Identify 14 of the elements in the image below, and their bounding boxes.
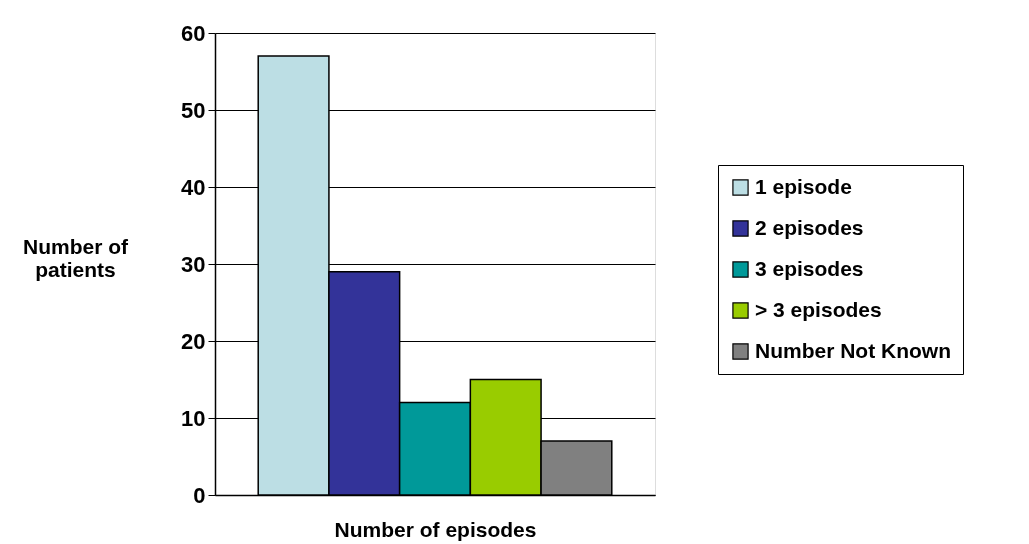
- y-tick-label: 20: [181, 328, 206, 354]
- legend-label: Number Not Known: [755, 338, 951, 362]
- y-tick-label: 10: [181, 405, 206, 431]
- legend-label: 1 episode: [755, 174, 852, 198]
- y-tick-label: 0: [193, 482, 206, 508]
- x-axis-title: Number of episodes: [334, 517, 537, 541]
- y-axis-title: Number of patients: [23, 234, 130, 281]
- legend-label: 2 episodes: [755, 215, 864, 239]
- y-tick-label: 30: [181, 251, 206, 277]
- y-tick-label: 40: [181, 174, 206, 200]
- legend-label: 3 episodes: [755, 256, 864, 280]
- y-tick-label: 60: [181, 20, 206, 46]
- legend-label: > 3 episodes: [755, 297, 882, 321]
- y-tick-label: 50: [181, 97, 206, 123]
